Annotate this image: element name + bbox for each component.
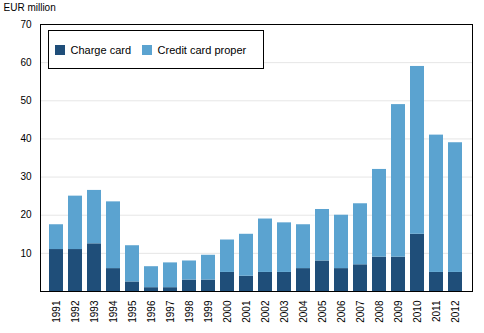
svg-text:2007: 2007 xyxy=(355,300,366,323)
svg-text:2004: 2004 xyxy=(298,300,309,323)
svg-text:40: 40 xyxy=(20,133,32,144)
svg-text:2012: 2012 xyxy=(450,300,461,323)
svg-text:1998: 1998 xyxy=(184,300,195,323)
svg-text:1991: 1991 xyxy=(51,300,62,323)
svg-text:2008: 2008 xyxy=(374,300,385,323)
svg-text:70: 70 xyxy=(20,19,32,30)
html-text:Credit card proper: Credit card proper xyxy=(157,43,247,56)
svg-text:1996: 1996 xyxy=(146,300,157,323)
svg-text:1993: 1993 xyxy=(89,300,100,323)
svg-text:2010: 2010 xyxy=(412,300,423,323)
svg-text:1994: 1994 xyxy=(108,300,119,323)
svg-text:20: 20 xyxy=(20,209,32,220)
svg-text:2000: 2000 xyxy=(222,300,233,323)
svg-text:10: 10 xyxy=(20,248,32,259)
svg-text:30: 30 xyxy=(20,171,32,182)
svg-text:EUR million: EUR million xyxy=(4,2,56,13)
svg-text:2002: 2002 xyxy=(260,300,271,323)
svg-text:2001: 2001 xyxy=(241,300,252,323)
svg-text:50: 50 xyxy=(20,95,32,106)
svg-text:2009: 2009 xyxy=(393,300,404,323)
svg-text:2011: 2011 xyxy=(431,300,442,322)
svg-text:60: 60 xyxy=(20,57,32,68)
svg-text:1999: 1999 xyxy=(203,300,214,323)
svg-text:1992: 1992 xyxy=(70,300,81,323)
svg-text:1995: 1995 xyxy=(127,300,138,323)
svg-text:2006: 2006 xyxy=(336,300,347,323)
svg-text:2005: 2005 xyxy=(317,300,328,323)
svg-text:2003: 2003 xyxy=(279,300,290,323)
svg-text:1997: 1997 xyxy=(165,300,176,323)
html-text:Charge card: Charge card xyxy=(70,43,131,56)
